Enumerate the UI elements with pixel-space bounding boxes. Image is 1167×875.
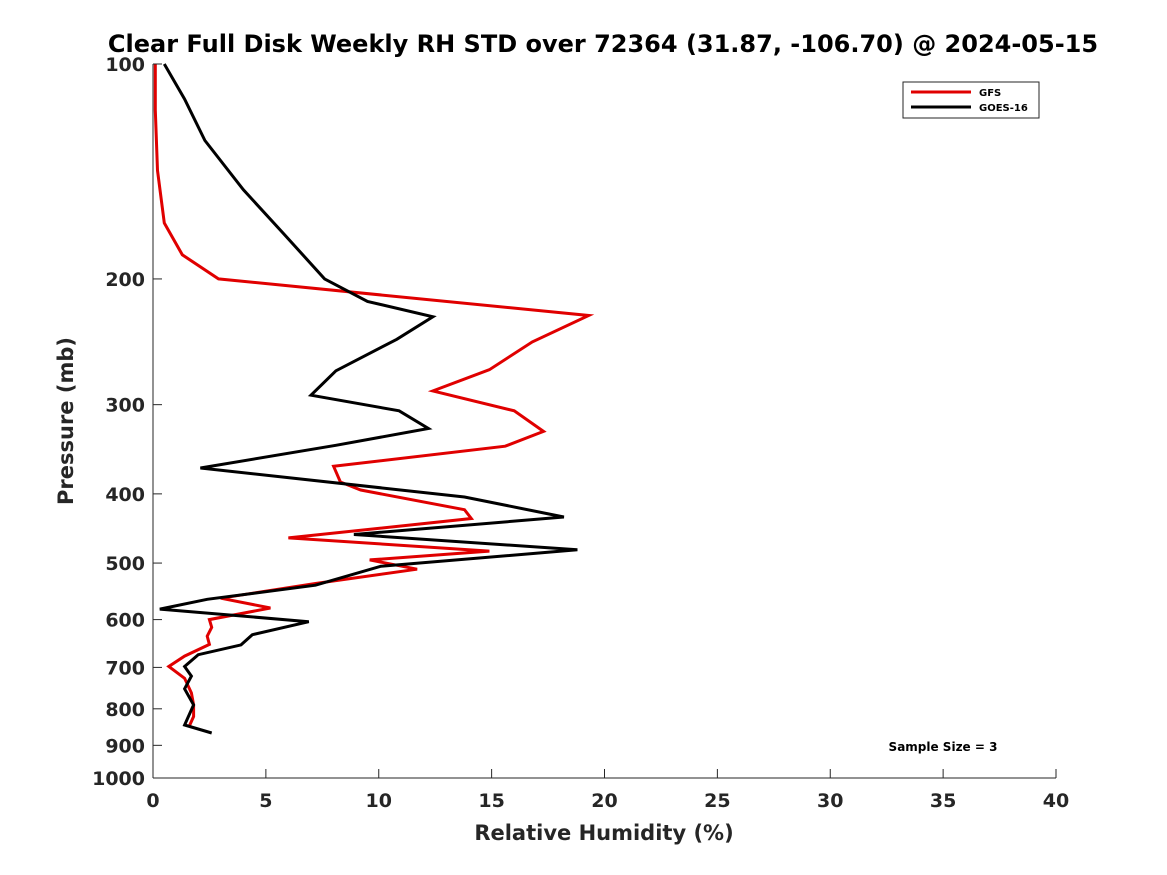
- legend-label: GOES-16: [979, 103, 1028, 114]
- legend-box: [902, 81, 1040, 119]
- y-axis-label: Pressure (mb): [54, 337, 78, 505]
- x-axis: 0 5 10 15 20 25 30 35 40: [146, 769, 1069, 812]
- x-tick-label: 5: [259, 790, 272, 812]
- y-axis: 100 200 300 400 500 600 700 800 900 1000: [92, 54, 162, 790]
- y-tick-label: 500: [105, 553, 145, 575]
- chart-title: Clear Full Disk Weekly RH STD over 72364…: [108, 30, 1098, 58]
- x-tick-label: 0: [146, 790, 159, 812]
- sample-size-annotation: Sample Size = 3: [889, 740, 998, 754]
- plot-area: [152, 63, 1056, 779]
- y-tick-label: 700: [105, 657, 145, 679]
- y-tick-label: 1000: [92, 768, 145, 790]
- y-tick-label: 100: [105, 54, 145, 76]
- x-tick-label: 15: [478, 790, 504, 812]
- legend: GFS GOES-16: [902, 81, 1040, 119]
- y-tick-label: 300: [105, 395, 145, 417]
- y-tick-label: 900: [105, 735, 145, 757]
- y-tick-label: 600: [105, 610, 145, 632]
- y-tick-label: 800: [105, 699, 145, 721]
- series-line-goes-16: [159, 63, 578, 735]
- legend-label: GFS: [979, 88, 1001, 99]
- x-tick-label: 20: [591, 790, 617, 812]
- x-axis-label: Relative Humidity (%): [474, 821, 733, 845]
- series-line-gfs: [153, 64, 595, 728]
- x-tick-label: 10: [366, 790, 392, 812]
- y-tick-label: 400: [105, 484, 145, 506]
- x-tick-label: 35: [930, 790, 956, 812]
- y-tick-label: 200: [105, 269, 145, 291]
- x-tick-label: 30: [817, 790, 843, 812]
- x-tick-label: 25: [704, 790, 730, 812]
- x-tick-label: 40: [1043, 790, 1069, 812]
